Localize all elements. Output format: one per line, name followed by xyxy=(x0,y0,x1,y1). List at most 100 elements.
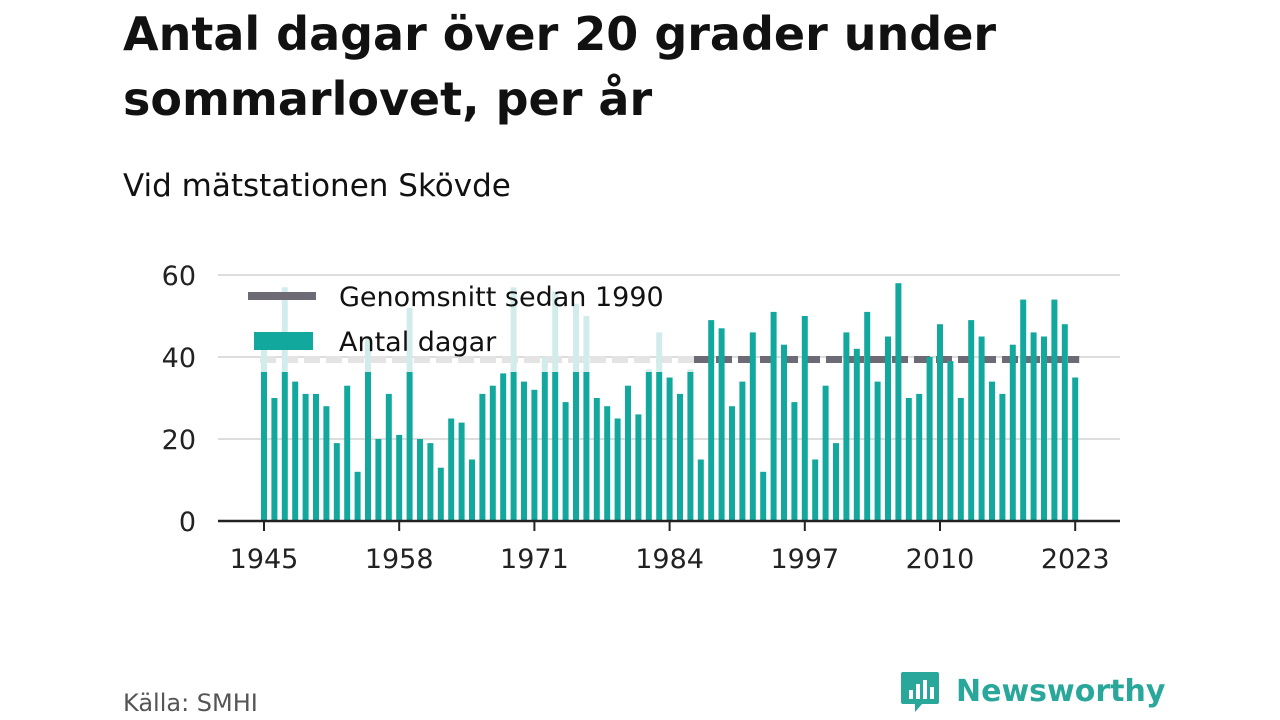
bar xyxy=(417,439,423,521)
bar-faded-part xyxy=(406,307,413,372)
bar xyxy=(344,385,351,521)
bar xyxy=(791,402,798,521)
bar xyxy=(937,324,943,521)
bar xyxy=(365,372,371,521)
bar-chart: 0 20 40 60 1945 1958 1971 1984 1997 2010 2023 Geno… xyxy=(162,261,1120,575)
bar xyxy=(479,393,486,521)
bar xyxy=(760,471,767,521)
bar xyxy=(313,393,319,521)
bar-faded-part xyxy=(687,369,694,372)
bar xyxy=(749,332,756,521)
bar xyxy=(375,439,382,521)
bar xyxy=(999,393,1006,521)
bar xyxy=(729,406,735,521)
bar xyxy=(947,361,954,521)
bar xyxy=(781,344,787,521)
bar xyxy=(1072,377,1079,521)
bar-faded-part xyxy=(583,316,590,372)
bar xyxy=(687,372,694,521)
bar-faded-part xyxy=(656,332,663,372)
bar xyxy=(864,311,871,521)
bar xyxy=(333,443,340,521)
bar-faded-part xyxy=(552,291,559,372)
bar xyxy=(302,393,309,521)
bar xyxy=(677,393,683,521)
x-tick-label: 1971 xyxy=(500,544,569,575)
chart-subtitle: Vid mätstationen Skövde xyxy=(123,168,511,204)
bar xyxy=(406,372,413,521)
legend-label-average: Genomsnitt sedan 1990 xyxy=(339,282,664,313)
bar xyxy=(822,385,829,521)
bar xyxy=(385,393,392,521)
brand-name: Newsworthy xyxy=(956,674,1166,709)
x-tick-label: 1984 xyxy=(635,544,704,575)
legend: Genomsnitt sedan 1990 Antal dagar xyxy=(248,282,664,358)
bar xyxy=(905,398,912,521)
bar xyxy=(510,372,517,521)
bar xyxy=(1020,299,1027,521)
bar xyxy=(521,381,527,521)
bar xyxy=(978,336,985,521)
legend-label-bars: Antal dagar xyxy=(339,327,497,358)
bar xyxy=(853,348,860,521)
bar xyxy=(541,372,548,521)
bar xyxy=(739,381,746,521)
bar xyxy=(874,381,881,521)
bar xyxy=(1061,324,1068,521)
bar xyxy=(427,443,434,521)
bar xyxy=(697,459,704,521)
bar xyxy=(635,414,642,521)
bar-faded-part xyxy=(365,336,371,372)
x-tick-label: 1997 xyxy=(770,544,839,575)
x-tick-label: 2010 xyxy=(906,544,975,575)
bar xyxy=(437,467,444,521)
bar xyxy=(989,381,995,521)
bar xyxy=(916,393,923,521)
bar xyxy=(271,398,278,521)
bar xyxy=(562,402,569,521)
bar xyxy=(708,320,715,521)
bar xyxy=(489,385,496,521)
bar xyxy=(396,434,403,521)
bar xyxy=(801,316,808,521)
bar xyxy=(604,406,611,521)
axes: 0 20 40 60 1945 1958 1971 1984 1997 2010 2023 xyxy=(162,261,1120,575)
bar xyxy=(354,471,361,521)
bar xyxy=(1051,299,1058,521)
bar-faded-part xyxy=(261,344,267,372)
bar xyxy=(770,311,777,521)
bar xyxy=(458,422,465,521)
bar xyxy=(583,372,590,521)
y-tick-label: 20 xyxy=(162,425,196,456)
bar xyxy=(625,385,631,521)
y-tick-label: 40 xyxy=(162,343,196,374)
bar xyxy=(1030,332,1037,521)
x-tick-label: 1958 xyxy=(365,544,434,575)
bar-chart-speech-bubble-icon xyxy=(901,672,939,712)
bar xyxy=(531,389,538,521)
bar xyxy=(885,336,891,521)
bar xyxy=(666,377,673,521)
bar xyxy=(843,332,850,521)
legend-swatch-bars xyxy=(254,332,313,350)
bar xyxy=(895,283,902,521)
bar-faded-part xyxy=(510,287,517,372)
bar xyxy=(926,357,933,521)
y-tick-label: 60 xyxy=(162,261,196,292)
bar-faded-part xyxy=(645,369,652,372)
x-tick-label: 1945 xyxy=(230,544,299,575)
bar xyxy=(448,418,455,521)
bar xyxy=(812,459,819,521)
x-tick-label: 2023 xyxy=(1041,544,1110,575)
bar-faded-part xyxy=(541,357,548,372)
bar xyxy=(469,459,475,521)
bar-faded-part xyxy=(573,303,579,372)
bar xyxy=(552,372,559,521)
bar-faded-part xyxy=(281,287,288,372)
bar xyxy=(281,372,288,521)
bars xyxy=(261,283,1079,521)
bar xyxy=(593,398,600,521)
bar xyxy=(500,373,507,521)
bar xyxy=(573,372,579,521)
bar xyxy=(261,372,267,521)
